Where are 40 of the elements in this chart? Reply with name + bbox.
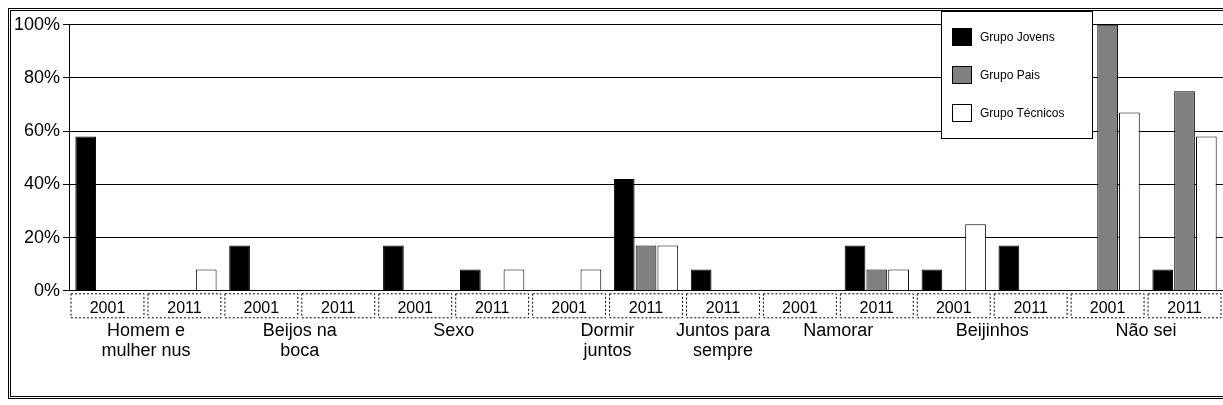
y-tick-label: 60% [24,120,61,141]
text: Dormir juntos [580,319,635,360]
text: Juntos para sempre [675,319,771,360]
y-tick-label: 80% [24,66,61,87]
y-tick-label: 40% [24,173,61,194]
x-tick-label: 2011 [628,298,664,316]
x-tick-label: 2001 [935,298,972,316]
legend-label: Grupo Pais [980,68,1041,82]
text: Sexo [433,319,475,340]
x-tick-label: 2001 [89,298,126,316]
bar [1152,269,1174,291]
bar [229,245,250,291]
text: Homem e mulher nus [101,319,191,360]
text: Beijos na boca [262,319,338,360]
text: Não sei [1115,319,1177,340]
text: Namorar [803,319,874,340]
x-tick-label: 2001 [551,298,587,316]
y-tick-label: 0% [34,279,61,300]
bar [690,269,712,291]
x-tick-label: 2011 [705,298,741,316]
y-tick-label: 20% [24,226,61,247]
text: Beijinhos [955,319,1029,340]
x-tick-label: 2011 [321,298,356,316]
x-tick-label: 2001 [782,298,818,316]
x-tick-label: 2001 [397,298,434,316]
x-tick-label: 2001 [243,298,280,316]
legend-label: Grupo Jovens [980,30,1055,44]
x-tick-label: 2011 [859,298,895,316]
legend-label: Grupo Técnicos [980,106,1065,120]
bar [460,269,481,291]
x-tick-label: 2011 [474,298,510,316]
x-tick-label: 2011 [1013,298,1048,316]
x-tick-label: 2001 [1089,298,1126,316]
bar [844,245,866,291]
bar [921,269,943,291]
y-tick-label: 100% [13,13,61,34]
bar [998,245,1020,291]
x-tick-label: 2011 [167,298,202,316]
bar [383,245,404,291]
x-tick-label: 2011 [1167,298,1202,316]
